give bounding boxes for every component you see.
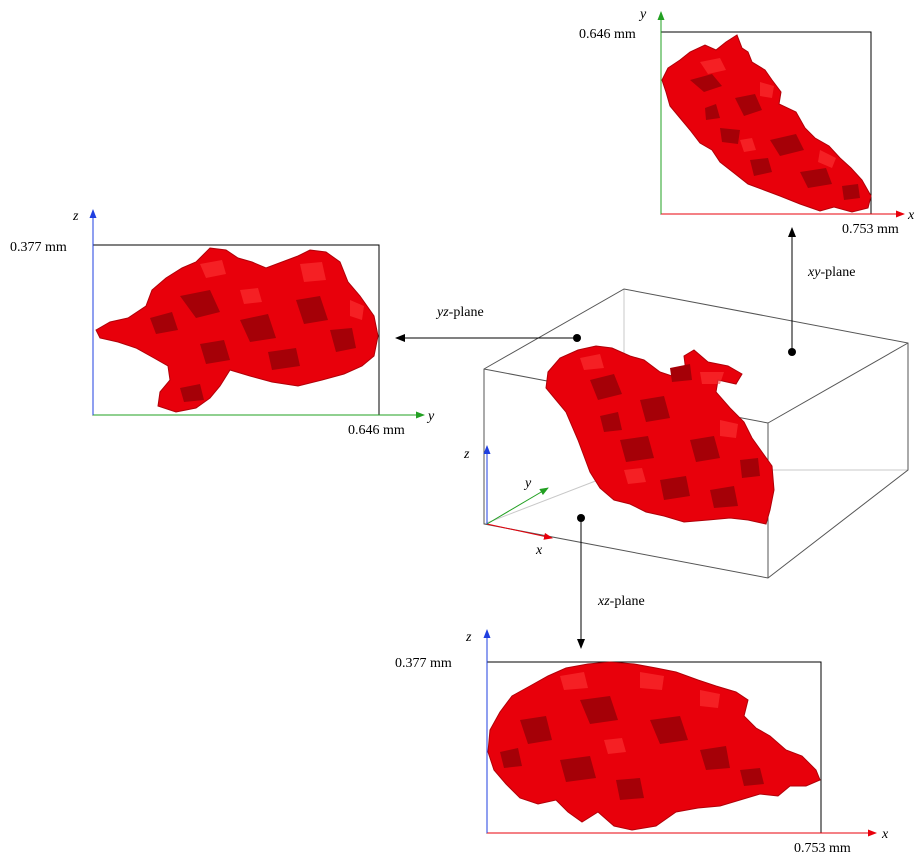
xz-plane-particle-projection (487, 661, 821, 831)
volume-y-axis-label: y (523, 476, 532, 491)
volume-particle (545, 345, 775, 525)
xz-plane-z-axis-label: z (465, 630, 472, 645)
xy-plane-x-extent: 0.753 mm (842, 222, 899, 237)
xz-plane-label: xz-plane (597, 594, 645, 609)
yz-plane-y-axis-label: y (426, 409, 435, 424)
volume-x-axis (486, 523, 553, 540)
xz-plane-x-axis-label: x (881, 827, 889, 842)
xz-plane-x-extent: 0.753 mm (794, 841, 851, 856)
yz-plane-z-axis-label: z (72, 209, 79, 224)
yz-plane-label: yz-plane (435, 305, 484, 320)
xy-plane-panel: x y 0.646 mm 0.753 mm (579, 7, 915, 237)
volume-x-axis-label: x (535, 543, 543, 558)
yz-projection-arrow (395, 334, 581, 342)
xy-plane-particle-projection (661, 34, 872, 213)
volume-box-outline (483, 288, 909, 579)
yz-plane-y-extent: 0.646 mm (348, 423, 405, 438)
volume-y-axis (486, 487, 549, 525)
xz-plane-z-extent: 0.377 mm (395, 656, 452, 671)
xy-plane-y-extent: 0.646 mm (579, 27, 636, 42)
xy-plane-y-axis-label: y (638, 7, 647, 22)
yz-plane-z-extent: 0.377 mm (10, 240, 67, 255)
yz-plane-particle-projection (95, 247, 379, 413)
xz-projection-arrow (577, 514, 585, 649)
xz-plane-panel: x z 0.377 mm 0.753 mm (395, 629, 889, 856)
xy-plane-x-axis-label: x (907, 208, 915, 223)
xy-plane-label: xy-plane (807, 265, 855, 280)
volume-axes: x y z (463, 445, 553, 558)
yz-plane-panel: y z 0.377 mm 0.646 mm (10, 209, 435, 438)
volume-z-axis-label: z (463, 447, 470, 462)
xy-projection-arrow (788, 227, 796, 356)
